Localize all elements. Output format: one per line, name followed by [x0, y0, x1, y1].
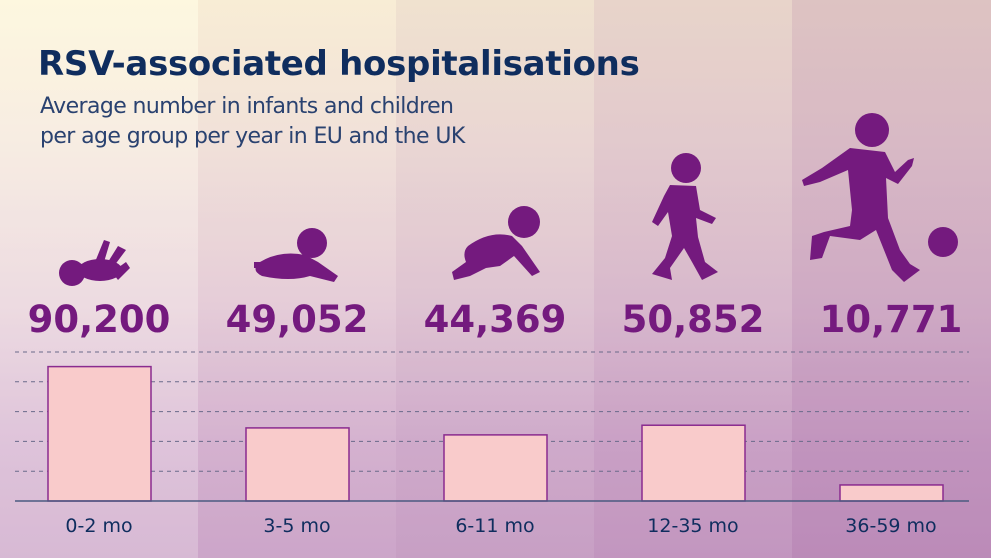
value-label: 10,771	[820, 298, 963, 341]
toddler-walking-icon	[652, 153, 718, 280]
subtitle-line-2: per age group per year in EU and the UK	[40, 124, 465, 149]
bar-12-35mo	[641, 424, 746, 502]
column-band-5	[792, 0, 991, 558]
value-label: 90,200	[28, 298, 171, 341]
bar-6-11mo	[443, 434, 548, 502]
bar-3-5mo	[245, 427, 350, 502]
category-label: 6-11 mo	[455, 515, 534, 537]
ball-icon	[928, 227, 958, 257]
category-label: 36-59 mo	[845, 515, 936, 537]
baby-crawling-icon	[452, 206, 540, 280]
bar-0-2mo	[47, 365, 152, 502]
chart-subtitle: Average number in infants and children p…	[40, 92, 465, 152]
category-label: 3-5 mo	[263, 515, 330, 537]
category-label: 12-35 mo	[647, 515, 738, 537]
bar-36-59mo	[839, 484, 944, 502]
value-label: 44,369	[424, 298, 567, 341]
value-label: 49,052	[226, 298, 369, 341]
value-label: 50,852	[622, 298, 765, 341]
baby-prone-icon	[254, 228, 338, 282]
subtitle-line-1: Average number in infants and children	[40, 94, 454, 119]
chart-title: RSV-associated hospitalisations	[38, 44, 640, 84]
newborn-lying-icon	[59, 240, 130, 286]
category-label: 0-2 mo	[65, 515, 132, 537]
child-kicking-ball-icon	[802, 113, 958, 282]
